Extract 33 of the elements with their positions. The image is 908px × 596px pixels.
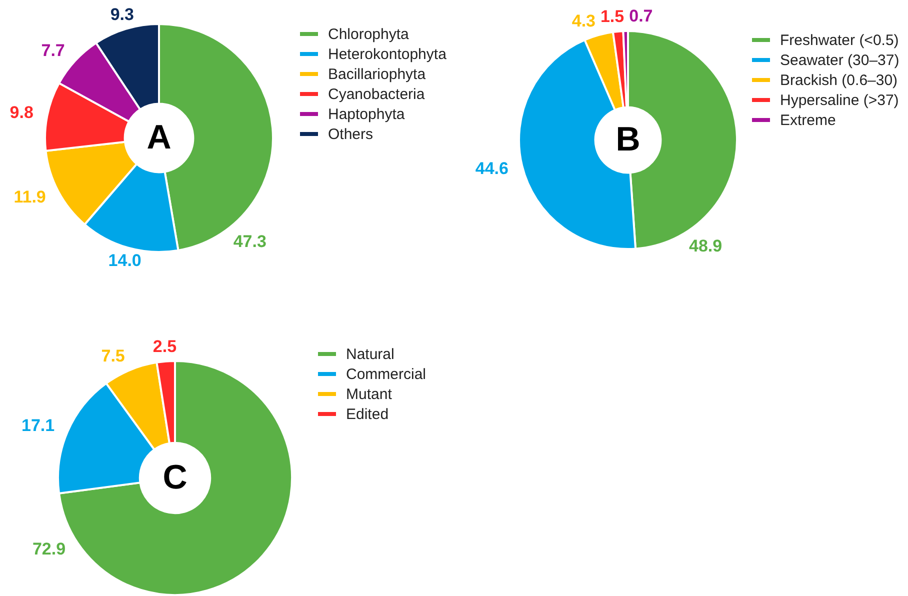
data-label: 1.5 — [600, 7, 624, 26]
legend-label: Brackish (0.6–30) — [780, 72, 898, 88]
legend-label: Edited — [346, 406, 389, 422]
data-label: 11.9 — [14, 188, 46, 207]
data-label: 44.6 — [475, 158, 508, 178]
legend-label: Others — [328, 126, 374, 142]
data-label: 7.5 — [101, 346, 125, 366]
data-label: 4.3 — [572, 11, 596, 30]
data-label: 9.8 — [10, 102, 34, 122]
data-label: 48.9 — [689, 236, 722, 256]
legend-label: Seawater (30–37) — [780, 52, 900, 68]
data-label: 17.1 — [22, 416, 55, 436]
text: A — [146, 118, 172, 156]
data-label: 2.5 — [152, 337, 177, 356]
data-label: 0.7 — [629, 6, 653, 26]
legend-label: Extreme — [780, 112, 836, 128]
legend-label: Hypersaline (>37) — [780, 92, 899, 108]
legend-label: Commercial — [346, 366, 426, 382]
text: C — [162, 458, 188, 496]
data-label: 14.0 — [108, 251, 142, 270]
legend-label: Haptophyta — [328, 106, 405, 122]
legend-label: Natural — [346, 346, 394, 362]
data-label: 72.9 — [32, 540, 66, 559]
legend-label: Bacillariophyta — [328, 66, 426, 82]
data-label: 7.7 — [41, 40, 65, 60]
data-label: 9.3 — [110, 5, 134, 24]
legend-label: Freshwater (<0.5) — [780, 32, 899, 48]
legend-label: Heterokontophyta — [328, 46, 446, 62]
legend-label: Chlorophyta — [328, 26, 409, 42]
data-label: 47.3 — [233, 232, 266, 251]
text: B — [616, 120, 640, 158]
legend-label: Cyanobacteria — [328, 86, 425, 102]
legend-label: Mutant — [346, 386, 392, 402]
